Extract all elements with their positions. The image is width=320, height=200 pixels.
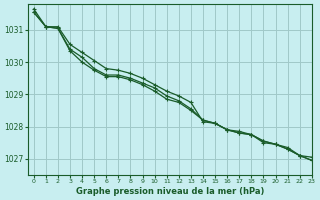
- X-axis label: Graphe pression niveau de la mer (hPa): Graphe pression niveau de la mer (hPa): [76, 187, 264, 196]
